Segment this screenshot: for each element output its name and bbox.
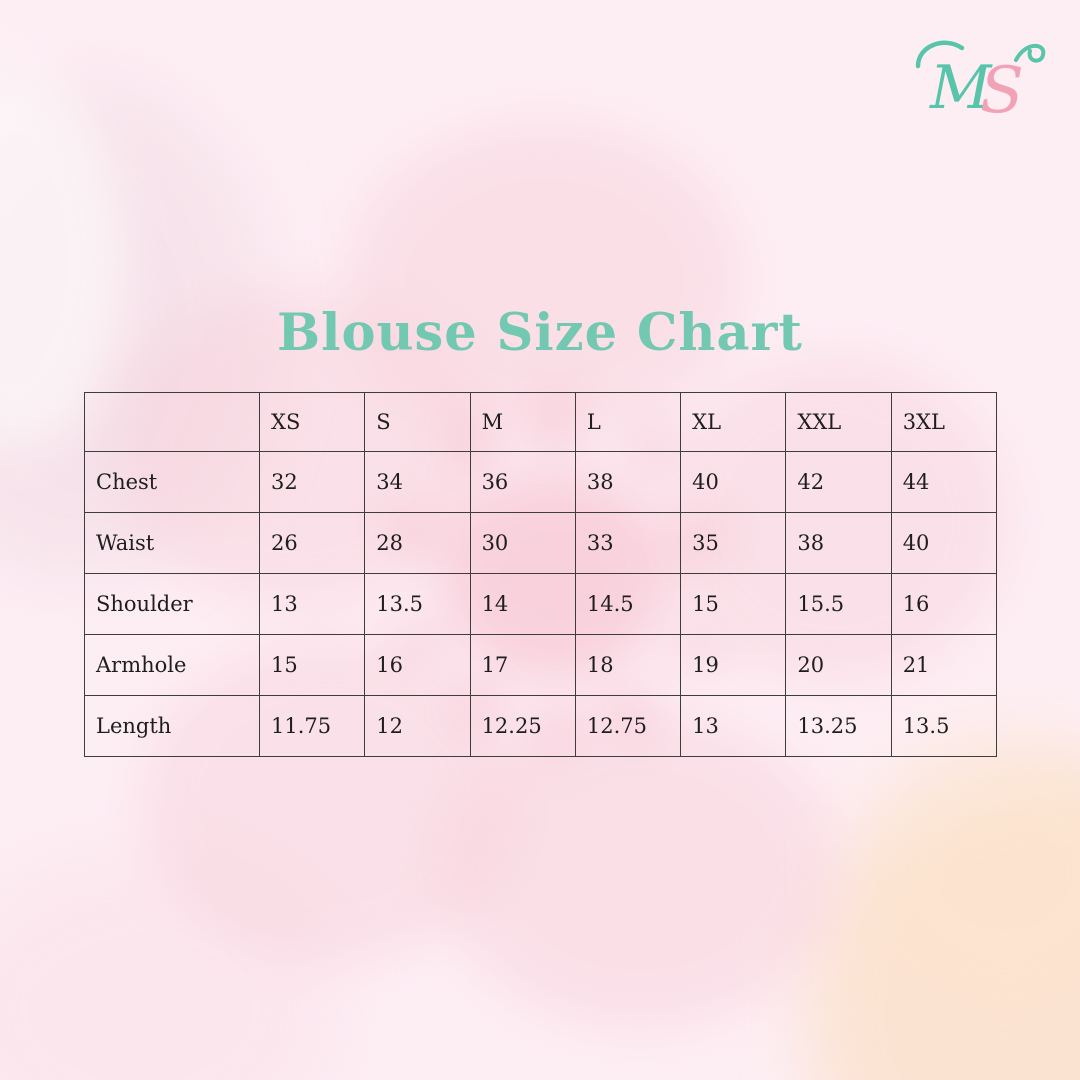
row-label-cell: Length — [84, 695, 260, 757]
value-cell: 14.5 — [574, 573, 682, 635]
value-cell: 40 — [680, 451, 787, 513]
value-cell: 30 — [469, 512, 576, 574]
corner-cell — [84, 392, 260, 452]
column-header-cell: 3XL — [890, 392, 998, 452]
value-cell: 14 — [469, 573, 576, 635]
table-row: Armhole 15 16 17 18 19 20 21 — [84, 634, 998, 696]
value-cell: 44 — [890, 451, 998, 513]
logo-letter-m: M — [929, 53, 993, 123]
value-cell: 11.75 — [258, 695, 366, 757]
value-cell: 15.5 — [785, 573, 892, 635]
value-cell: 13.25 — [785, 695, 892, 757]
row-label-cell: Armhole — [84, 634, 260, 696]
value-cell: 21 — [890, 634, 998, 696]
value-cell: 13.5 — [364, 573, 471, 635]
size-chart-header: XS S M L XL XXL 3XL — [84, 392, 998, 452]
value-cell: 16 — [890, 573, 998, 635]
brand-logo: M S — [915, 40, 1046, 128]
row-label-cell: Chest — [84, 451, 260, 513]
row-label-cell: Shoulder — [84, 573, 260, 635]
value-cell: 12 — [364, 695, 471, 757]
value-cell: 12.75 — [574, 695, 682, 757]
value-cell: 35 — [680, 512, 787, 574]
value-cell: 18 — [574, 634, 682, 696]
value-cell: 26 — [258, 512, 366, 574]
value-cell: 16 — [364, 634, 471, 696]
table-header-row: XS S M L XL XXL 3XL — [84, 392, 998, 452]
logo-letter-s: S — [980, 54, 1024, 128]
value-cell: 20 — [785, 634, 892, 696]
value-cell: 13 — [258, 573, 366, 635]
value-cell: 34 — [364, 451, 471, 513]
column-header-cell: XXL — [785, 392, 892, 452]
value-cell: 15 — [258, 634, 366, 696]
logo-swash-right — [1014, 43, 1046, 63]
value-cell: 42 — [785, 451, 892, 513]
value-cell: 38 — [574, 451, 682, 513]
table-row: Length 11.75 12 12.25 12.75 13 13.25 13.5 — [84, 695, 998, 757]
value-cell: 12.25 — [469, 695, 576, 757]
size-chart-table: XS S M L XL XXL 3XL Chest 32 34 36 38 40 42 44 Waist 26… — [84, 392, 998, 757]
column-header-cell: M — [469, 392, 576, 452]
value-cell: 36 — [469, 451, 576, 513]
size-chart-body: Chest 32 34 36 38 40 42 44 Waist 26 28 30 33 35 38 40 Sh… — [84, 451, 998, 757]
column-header-cell: XL — [680, 392, 787, 452]
column-header-cell: XS — [258, 392, 366, 452]
column-header-cell: L — [574, 392, 682, 452]
table-row: Chest 32 34 36 38 40 42 44 — [84, 451, 998, 513]
logo-swash-left — [915, 40, 965, 69]
row-label-cell: Waist — [84, 512, 260, 574]
value-cell: 13.5 — [890, 695, 998, 757]
table-row: Shoulder 13 13.5 14 14.5 15 15.5 16 — [84, 573, 998, 635]
value-cell: 38 — [785, 512, 892, 574]
value-cell: 15 — [680, 573, 787, 635]
table-row: Waist 26 28 30 33 35 38 40 — [84, 512, 998, 574]
value-cell: 19 — [680, 634, 787, 696]
column-header-cell: S — [364, 392, 471, 452]
value-cell: 33 — [574, 512, 682, 574]
value-cell: 40 — [890, 512, 998, 574]
value-cell: 32 — [258, 451, 366, 513]
value-cell: 28 — [364, 512, 471, 574]
value-cell: 13 — [680, 695, 787, 757]
value-cell: 17 — [469, 634, 576, 696]
page-title: Blouse Size Chart — [276, 303, 803, 363]
